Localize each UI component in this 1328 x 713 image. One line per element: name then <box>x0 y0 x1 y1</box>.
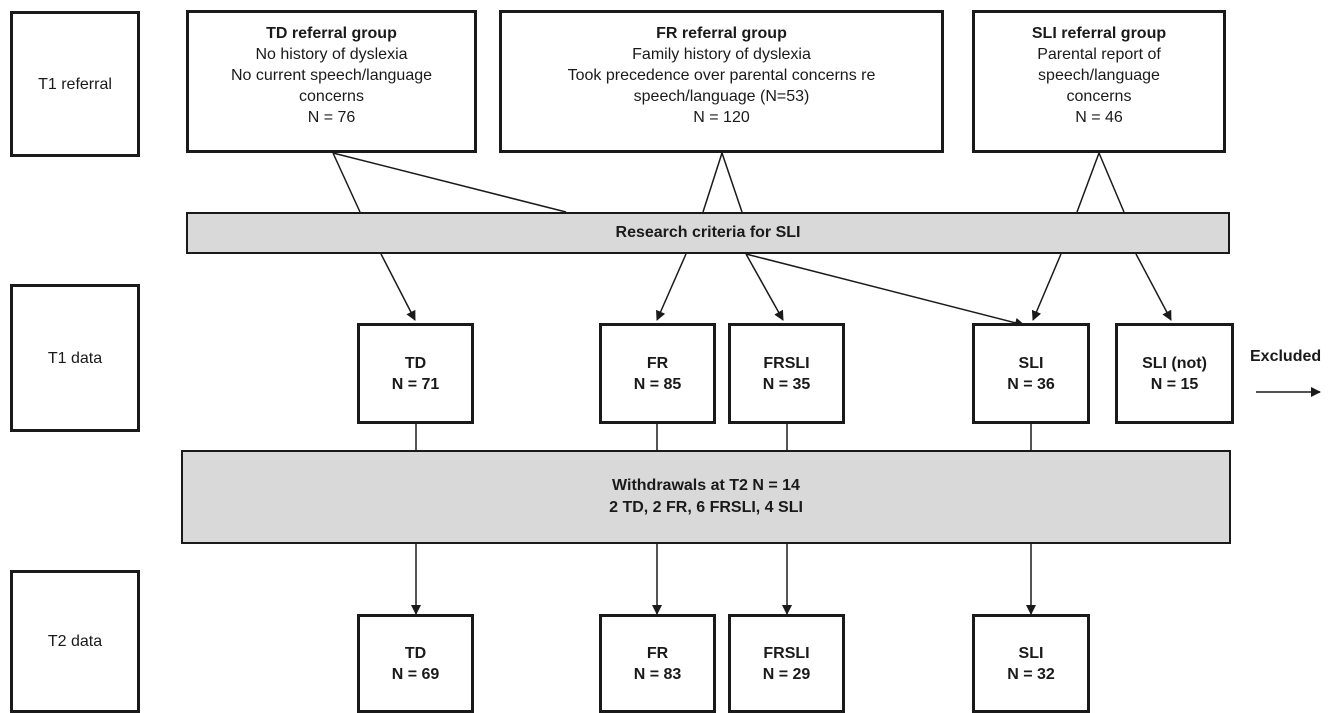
referral-line: Family history of dyslexia <box>632 46 811 63</box>
withdrawals-breakdown: 2 TD, 2 FR, 6 FRSLI, 4 SLI <box>609 499 803 516</box>
group-count: N = 29 <box>762 665 811 683</box>
group-count: N = 36 <box>1007 375 1055 393</box>
group-name: FRSLI <box>763 644 810 662</box>
referral-line: speech/language (N=53) <box>633 88 810 105</box>
group-name: FRSLI <box>763 354 810 372</box>
group-count: N = 85 <box>633 375 682 393</box>
referral-line: Took precedence over parental concerns r… <box>567 67 876 84</box>
referral-line: concerns <box>299 88 364 105</box>
t2-group-frsli: FRSLI N = 29 <box>728 614 845 713</box>
group-name: TD <box>404 354 427 372</box>
t2-group-sli: SLI N = 32 <box>972 614 1090 713</box>
stage-label-text: T2 data <box>47 633 103 650</box>
stage-label-t1-referral: T1 referral <box>10 11 140 157</box>
stage-label-t1-data: T1 data <box>10 284 140 432</box>
t1-group-fr: FR N = 85 <box>599 323 716 424</box>
group-name: TD <box>404 644 427 662</box>
referral-group-sli: SLI referral group Parental report of sp… <box>972 10 1226 153</box>
t1-group-sli: SLI N = 36 <box>972 323 1090 424</box>
group-name: SLI <box>1018 354 1044 372</box>
arrow-to-t1-sli <box>1031 253 1062 321</box>
arrow-to-t1-frsli <box>745 253 784 321</box>
group-count: N = 69 <box>391 665 440 683</box>
group-name: SLI <box>1018 644 1044 662</box>
withdrawals-total: Withdrawals at T2 N = 14 <box>612 477 800 494</box>
stage-label-text: T1 data <box>47 349 103 367</box>
arrow-frsli-to-sli <box>745 253 1025 328</box>
referral-count: N = 46 <box>1075 109 1123 126</box>
group-count: N = 32 <box>1007 665 1055 683</box>
stage-label-text: T1 referral <box>38 75 112 93</box>
t2-group-fr: FR N = 83 <box>599 614 716 713</box>
group-name: FR <box>646 354 669 372</box>
connector-fr-left <box>702 152 723 213</box>
group-count: N = 83 <box>633 665 682 683</box>
connector-sli-left <box>1076 152 1100 213</box>
referral-line: No history of dyslexia <box>255 46 408 63</box>
research-criteria-band: Research criteria for SLI <box>186 212 1230 254</box>
excluded-label: Excluded <box>1250 348 1322 365</box>
connector-td-right <box>332 152 567 213</box>
referral-group-fr: FR referral group Family history of dysl… <box>499 10 944 153</box>
connector-td-left <box>332 152 361 213</box>
t2-group-td: TD N = 69 <box>357 614 474 713</box>
arrow-to-t1-fr <box>656 253 687 321</box>
t1-group-sli-not: SLI (not) N = 15 <box>1115 323 1234 424</box>
referral-title: FR referral group <box>656 25 787 42</box>
referral-group-td: TD referral group No history of dyslexia… <box>186 10 477 153</box>
referral-title: SLI referral group <box>1031 25 1167 42</box>
withdrawals-band: Withdrawals at T2 N = 14 2 TD, 2 FR, 6 F… <box>181 450 1231 544</box>
group-name: SLI (not) <box>1142 354 1207 372</box>
referral-count: N = 120 <box>693 109 750 126</box>
connector-fr-right <box>721 152 743 213</box>
referral-line: concerns <box>1066 88 1132 105</box>
referral-line: speech/language <box>1038 67 1160 84</box>
stage-label-t2-data: T2 data <box>10 570 140 713</box>
group-count: N = 71 <box>391 375 440 393</box>
referral-count: N = 76 <box>307 109 356 126</box>
group-name: FR <box>646 644 669 662</box>
group-count: N = 15 <box>1150 375 1199 393</box>
referral-title: TD referral group <box>266 25 397 42</box>
t1-group-td: TD N = 71 <box>357 323 474 424</box>
arrow-to-t1-sli-not <box>1135 253 1172 321</box>
referral-line: Parental report of <box>1037 46 1161 63</box>
criteria-label: Research criteria for SLI <box>615 224 801 241</box>
t1-group-frsli: FRSLI N = 35 <box>728 323 845 424</box>
referral-line: No current speech/language <box>230 67 433 84</box>
group-count: N = 35 <box>762 375 811 393</box>
arrow-to-t1-td <box>380 253 416 321</box>
connector-sli-right <box>1098 152 1125 213</box>
